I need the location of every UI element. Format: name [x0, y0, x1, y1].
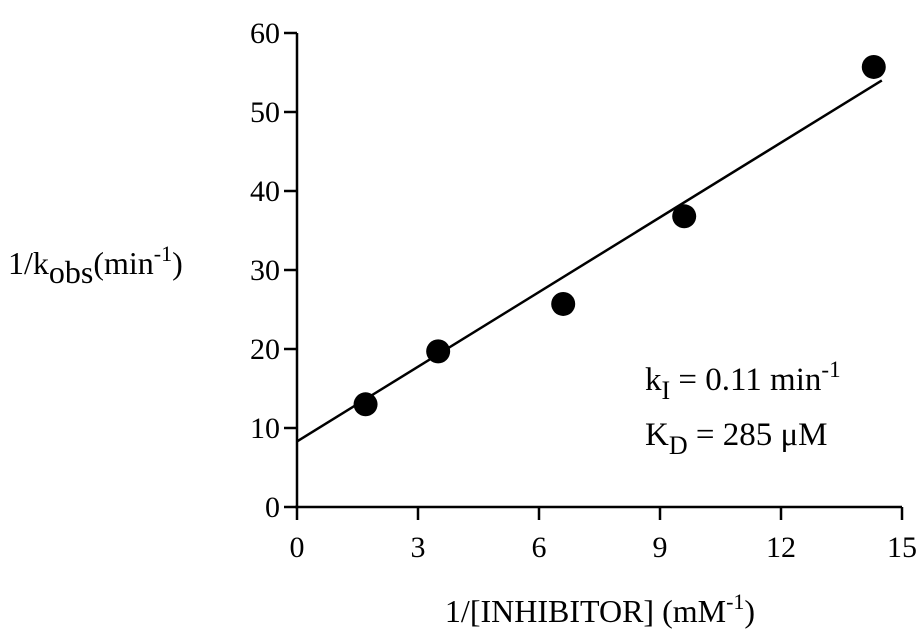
annotation-ki-base: k: [645, 362, 662, 398]
data-point: [426, 339, 451, 364]
y-axis-ticks: 0 10 20 30 40 50 60: [250, 17, 297, 524]
y-tick-label: 50: [250, 96, 280, 129]
x-tick-label: 3: [411, 531, 426, 564]
y-axis-label-mid: (min: [93, 245, 153, 281]
x-tick-label: 9: [653, 531, 668, 564]
y-axis-label: 1/kobs(min-1): [8, 241, 183, 290]
data-point: [861, 54, 886, 79]
x-axis-label-main: 1/[INHIBITOR] (mM: [445, 593, 726, 629]
annotation-kd-text: = 285 μM: [688, 417, 828, 453]
annotation-ki-sup: -1: [821, 357, 840, 382]
y-tick-label: 30: [250, 254, 280, 287]
annotation-ki-text: = 0.11 min: [670, 362, 821, 398]
y-tick-label: 60: [250, 17, 280, 50]
y-axis-label-sup: -1: [154, 241, 172, 266]
regression-line: [296, 79, 883, 443]
x-axis-label: 1/[INHIBITOR] (mM-1): [445, 589, 755, 629]
annotation-kd-base: K: [645, 417, 669, 453]
y-axis-label-sub: obs: [49, 254, 93, 290]
x-tick-label: 12: [766, 531, 796, 564]
x-tick-label: 6: [532, 531, 547, 564]
y-axis-label-prefix: 1/k: [8, 245, 49, 281]
y-tick-label: 20: [250, 333, 280, 366]
x-axis-ticks: 0 3 6 9 12 15: [290, 507, 917, 564]
annotation-kd-sub: D: [669, 431, 688, 460]
y-tick-label: 0: [265, 491, 280, 524]
annotation-ki: kI = 0.11 min-1: [645, 357, 841, 405]
y-tick-label: 10: [250, 412, 280, 445]
x-axis-label-close: ): [744, 593, 755, 629]
annotation-ki-sub: I: [662, 376, 671, 405]
data-point: [551, 291, 576, 316]
y-axis-label-close: ): [172, 245, 183, 281]
data-point: [353, 392, 378, 417]
x-axis-label-sup: -1: [726, 589, 744, 614]
data-points: [353, 54, 886, 417]
x-tick-label: 0: [290, 531, 305, 564]
x-tick-label: 15: [887, 531, 917, 564]
data-point: [672, 204, 697, 229]
annotation-kd: KD = 285 μM: [645, 417, 828, 460]
y-tick-label: 40: [250, 175, 280, 208]
